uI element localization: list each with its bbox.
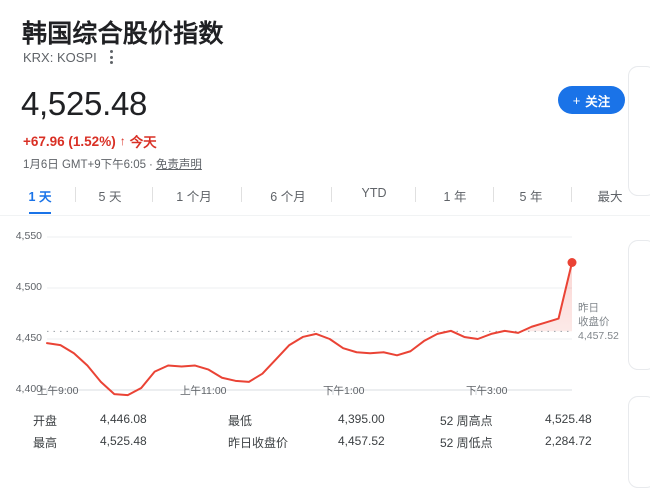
tab-label: 5 天: [98, 190, 122, 204]
tabs-divider: [0, 215, 650, 216]
tab-separator: [414, 187, 416, 202]
x-axis-label: 下午3:00: [466, 385, 508, 397]
stat-label: 最低: [228, 414, 253, 428]
tab-5[interactable]: YTD: [340, 183, 408, 207]
prev-close-value: 4,457.52: [578, 330, 619, 343]
page-title: 韩国综合股价指数: [22, 20, 224, 48]
change-value: +67.96 (1.52%): [23, 133, 116, 149]
change-period: 今天: [129, 135, 157, 150]
stat-label: 52 周低点: [440, 436, 493, 450]
ticker-symbol: KRX: KOSPI: [23, 49, 97, 65]
tab-separator: [241, 187, 242, 202]
tab-label: 1 个月: [176, 190, 212, 204]
timestamp-text: 1月6日 GMT+9下午6:05: [23, 159, 147, 171]
adjacent-card-edge: [628, 240, 650, 370]
prev-close-line1: 昨日: [578, 302, 599, 314]
separator-dot: ·: [149, 159, 153, 171]
y-axis-label: 4,400: [15, 383, 42, 395]
stat-value: 4,525.48: [545, 412, 592, 426]
stock-quote-card: 韩国综合股价指数 KRX: KOSPI 4,525.48 +67.96 (1.5…: [0, 20, 650, 488]
price-change: +67.96 (1.52%) ↑ 今天: [23, 131, 157, 151]
tab-label: 5 年: [519, 190, 543, 204]
tab-label: 最大: [597, 190, 623, 204]
tab-separator: [75, 187, 76, 202]
tab-7[interactable]: 5 年: [497, 183, 565, 212]
tab-separator: [152, 187, 153, 202]
tab-6[interactable]: 1 年: [421, 183, 489, 212]
tab-4[interactable]: 6 个月: [254, 183, 322, 212]
stat-label: 开盘: [33, 414, 58, 428]
stat-value: 4,457.52: [338, 434, 385, 448]
x-axis-label: 上午11:00: [180, 385, 227, 397]
disclaimer-link[interactable]: 免责声明: [155, 159, 202, 171]
adjacent-card-edge: [628, 396, 650, 488]
tab-label: 1 年: [443, 190, 467, 204]
stat-label: 最高: [33, 436, 58, 450]
tab-3[interactable]: 1 个月: [160, 183, 228, 212]
follow-label: 关注: [585, 94, 611, 109]
y-axis-label: 4,450: [15, 332, 42, 344]
arrow-up-icon: ↑: [119, 134, 126, 148]
tab-separator: [493, 187, 494, 202]
price-chart[interactable]: 昨日 收盘价 4,457.52 4,400 4,450 4,500 4,550 上午9:…: [0, 225, 650, 405]
tab-8[interactable]: 最大: [576, 183, 644, 212]
stat-value: 4,446.08: [100, 412, 147, 426]
tab-separator: [570, 187, 572, 202]
adjacent-card-edge: [628, 66, 650, 196]
tab-separator: [331, 187, 332, 202]
stat-label: 昨日收盘价: [228, 436, 289, 450]
x-axis-label: 上午9:00: [37, 385, 79, 397]
kebab-menu-icon[interactable]: [106, 48, 117, 66]
tab-label: YTD: [361, 186, 387, 200]
prev-close-line2: 收盘价: [578, 316, 610, 329]
current-price: 4,525.48: [21, 85, 148, 122]
tab-label: 6 个月: [270, 190, 306, 204]
previous-close-annotation: 昨日 收盘价 4,457.52: [578, 301, 619, 344]
follow-button[interactable]: + 关注: [558, 86, 625, 114]
range-tabs[interactable]: 1 天 5 天 1 个月 6 个月 YTD 1 年 5 年 最大: [0, 183, 650, 215]
x-axis-label: 下午1:00: [323, 385, 365, 397]
stat-value: 4,525.48: [100, 434, 147, 448]
y-axis-label: 4,550: [15, 230, 42, 242]
y-axis-label: 4,500: [15, 281, 42, 293]
ticker-row: KRX: KOSPI: [23, 48, 117, 66]
stat-value: 4,395.00: [338, 412, 385, 426]
stat-value: 2,284.72: [545, 434, 592, 448]
tab-label: 1 天: [28, 186, 52, 214]
plus-icon: +: [572, 92, 581, 108]
chart-svg: [46, 236, 577, 397]
tab-1[interactable]: 1 天: [6, 183, 74, 214]
tab-2[interactable]: 5 天: [76, 183, 144, 212]
quote-timestamp: 1月6日 GMT+9下午6:05 · 免责声明: [23, 156, 202, 172]
stat-label: 52 周高点: [440, 414, 493, 428]
